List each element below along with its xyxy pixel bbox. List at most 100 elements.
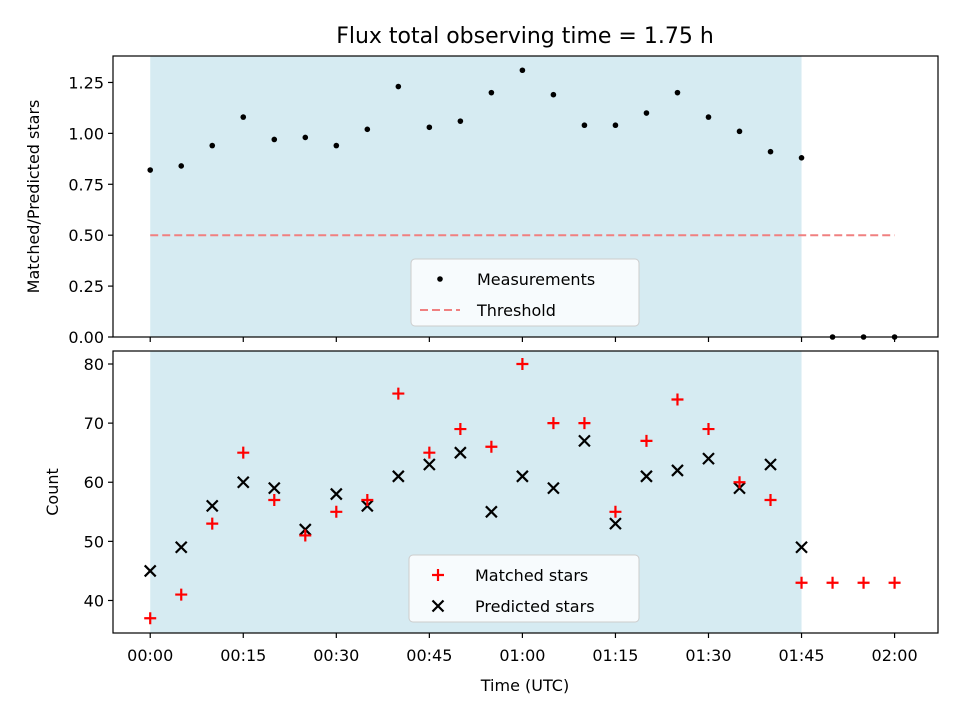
- x-tick-label: 00:45: [406, 646, 452, 665]
- matched-star-marker: [795, 576, 808, 589]
- matched-star-marker: [330, 505, 343, 518]
- measurement-point: [364, 126, 371, 133]
- x-tick-label: 00:30: [313, 646, 359, 665]
- legend-predicted-marker: [431, 599, 445, 613]
- legend-label: Measurements: [477, 270, 595, 289]
- matched-star-marker: [454, 423, 467, 436]
- predicted-star-marker: [485, 505, 498, 519]
- measurement-point: [581, 122, 588, 129]
- measurement-point: [178, 163, 185, 169]
- matched-star-marker: [392, 387, 405, 400]
- measurement-point: [395, 83, 402, 90]
- matched-star-marker: [888, 576, 901, 589]
- bottom-legend: Matched stars Predicted stars: [408, 554, 640, 623]
- measurement-point: [736, 128, 743, 135]
- bottom-legend-box: [408, 554, 640, 623]
- predicted-star-marker: [392, 470, 405, 483]
- top-y-tick-label: 0.25: [68, 277, 104, 296]
- predicted-star-marker: [547, 481, 560, 495]
- predicted-star-marker: [516, 470, 529, 483]
- legend-measurements-marker: [437, 276, 443, 282]
- predicted-star-marker: [174, 540, 188, 554]
- top-y-tick-label: 0.50: [68, 226, 104, 245]
- bottom-y-tick-label: 40: [84, 591, 104, 610]
- matched-star-marker: [640, 434, 653, 447]
- matched-star-marker: [299, 529, 312, 542]
- matched-star-marker: [609, 505, 622, 518]
- bottom-panel: 40 50 60 70 80 00:00 00:15 00:30 00:45 01:00 01:15…: [43, 350, 939, 665]
- matched-star-marker: [764, 493, 777, 506]
- measurement-point: [488, 89, 495, 96]
- matched-star-marker: [485, 440, 498, 453]
- top-y-axis-label: Matched/Predicted stars: [24, 100, 43, 294]
- measurement-point: [240, 114, 247, 120]
- predicted-star-marker: [578, 434, 591, 448]
- predicted-star-marker: [268, 481, 281, 495]
- chart-title: Flux total observing time = 1.75 h: [336, 24, 714, 49]
- measurement-point: [302, 134, 309, 141]
- bottom-y-tick-label: 70: [84, 414, 104, 433]
- top-panel: 0.00 0.25 0.50 0.75 1.00 1.25 Matched/Predicte…: [24, 55, 939, 347]
- x-tick-label: 00:15: [220, 646, 266, 665]
- predicted-star-marker: [143, 564, 157, 578]
- predicted-star-marker: [702, 452, 715, 465]
- bottom-y-axis-label: Count: [43, 468, 62, 516]
- matched-star-marker: [578, 417, 591, 430]
- measurement-point: [271, 136, 278, 143]
- x-tick-label: 02:00: [872, 646, 918, 665]
- measurement-point: [519, 67, 526, 74]
- bottom-axes-frame: [112, 350, 939, 634]
- matched-star-marker: [237, 446, 250, 459]
- measurement-point: [457, 118, 464, 124]
- measurement-point: [550, 91, 557, 98]
- matched-star-marker: [144, 612, 157, 625]
- bottom-y-tick-label: 50: [84, 532, 104, 551]
- measurement-point: [612, 122, 619, 129]
- top-legend: Measurements Threshold: [410, 258, 640, 327]
- predicted-star-marker: [609, 517, 622, 530]
- measurement-point: [147, 167, 154, 173]
- x-tick-label: 01:30: [685, 646, 731, 665]
- bottom-y-tick-label: 80: [84, 355, 104, 374]
- matched-star-marker: [175, 588, 188, 601]
- legend-matched-marker: [432, 569, 444, 581]
- bottom-y-tick-label: 60: [84, 473, 104, 492]
- top-axes-frame: [112, 55, 939, 338]
- measurement-point: [798, 155, 805, 161]
- matched-star-marker: [206, 517, 219, 530]
- matched-star-marker: [826, 576, 839, 589]
- x-tick-label: 01:15: [592, 646, 638, 665]
- measurement-point: [643, 110, 650, 116]
- top-y-tick-label: 0.75: [68, 175, 104, 194]
- predicted-star-marker: [423, 458, 436, 471]
- matched-star-marker: [671, 393, 684, 406]
- measurement-point: [209, 142, 216, 149]
- x-tick-label: 00:00: [127, 646, 173, 665]
- predicted-star-marker: [205, 499, 219, 513]
- measurement-point: [674, 89, 681, 96]
- measurement-point: [333, 142, 340, 149]
- predicted-star-marker: [795, 540, 808, 554]
- predicted-star-marker: [236, 475, 250, 489]
- predicted-star-marker: [671, 464, 684, 477]
- predicted-star-marker: [764, 458, 777, 471]
- matched-star-marker: [268, 493, 281, 506]
- legend-label: Threshold: [476, 301, 556, 320]
- legend-label: Matched stars: [475, 566, 588, 585]
- measurement-point: [767, 148, 774, 155]
- x-tick-label: 01:45: [778, 646, 824, 665]
- top-y-tick-label: 1.25: [68, 73, 104, 92]
- legend-label: Predicted stars: [475, 597, 595, 616]
- top-legend-box: [410, 258, 640, 327]
- measurement-point: [426, 124, 433, 131]
- predicted-star-marker: [330, 487, 343, 501]
- matched-star-marker: [702, 423, 715, 436]
- predicted-star-marker: [454, 446, 467, 459]
- predicted-star-marker: [640, 470, 653, 483]
- measurement-point: [705, 114, 712, 120]
- matched-star-marker: [361, 493, 374, 506]
- matched-star-marker: [423, 446, 436, 459]
- x-tick-label: 01:00: [499, 646, 545, 665]
- top-y-tick-label: 0.00: [68, 328, 104, 347]
